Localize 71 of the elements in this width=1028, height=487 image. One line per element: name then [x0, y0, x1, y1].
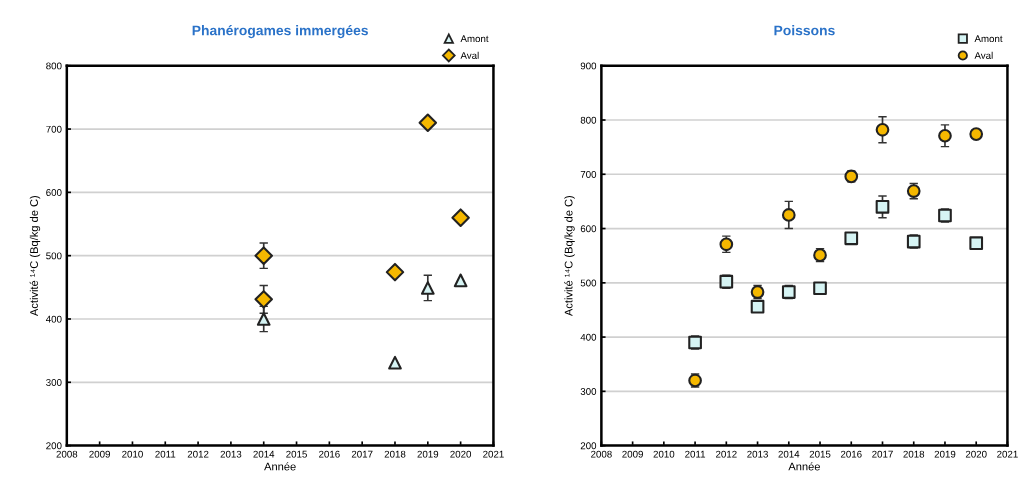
y-axis-title: Activité ¹⁴C (Bq/kg de C): [564, 195, 575, 317]
chart-title: Poissons: [774, 25, 835, 36]
x-tick-label: 2008: [591, 450, 612, 458]
x-tick-label: 2014: [778, 450, 800, 458]
point: [451, 208, 470, 227]
point: [813, 281, 827, 296]
x-tick-label: 2012: [187, 450, 209, 458]
x-tick-label: 2017: [351, 450, 373, 458]
x-axis-title: Année: [264, 462, 296, 471]
x-tick-label: 2009: [622, 450, 643, 458]
y-tick-label: 600: [580, 225, 597, 233]
x-tick-label: 2012: [716, 450, 737, 458]
x-tick-label: 2019: [934, 450, 956, 458]
x-tick-label: 2021: [483, 450, 504, 458]
x-tick-label: 2018: [903, 450, 925, 458]
x-tick-label: 2019: [417, 450, 439, 458]
point: [385, 262, 405, 282]
y-tick-label: 500: [46, 252, 62, 260]
y-tick-label: 800: [46, 62, 62, 70]
y-tick-label: 200: [580, 442, 597, 450]
point: [969, 127, 984, 141]
legend-label: Aval: [974, 51, 993, 59]
point: [750, 299, 765, 314]
y-tick-label: 700: [580, 171, 597, 178]
legend-label: Aval: [460, 51, 479, 59]
x-tick-label: 2011: [155, 450, 176, 458]
point: [420, 281, 435, 295]
point: [418, 113, 438, 132]
y-tick-label: 500: [580, 279, 597, 287]
x-tick-label: 2010: [122, 450, 143, 458]
y-tick-label: 700: [46, 125, 62, 133]
y-tick-label: 400: [580, 333, 597, 341]
x-tick-label: 2009: [89, 450, 110, 458]
x-tick-label: 2015: [809, 450, 831, 458]
x-axis-title: Année: [788, 462, 820, 471]
x-tick-label: 2008: [56, 450, 78, 458]
x-tick-label: 2018: [384, 450, 406, 458]
y-tick-label: 600: [46, 189, 62, 196]
y-tick-label: 400: [45, 315, 62, 323]
point: [453, 273, 468, 288]
legend-label: Amont: [974, 35, 1003, 43]
y-tick-label: 900: [580, 62, 597, 70]
x-tick-label: 2016: [840, 450, 862, 458]
y-tick-label: 800: [580, 116, 597, 124]
y-tick-label: 300: [580, 388, 597, 395]
x-tick-label: 2014: [253, 450, 275, 458]
point: [254, 290, 273, 309]
x-tick-label: 2017: [872, 450, 893, 458]
y-axis-title: Activité ¹⁴C (Bq/kg de C): [29, 195, 41, 317]
x-tick-label: 2016: [319, 450, 340, 458]
point: [781, 208, 796, 222]
y-tick-label: 200: [46, 442, 62, 450]
point: [844, 231, 859, 246]
x-tick-label: 2020: [450, 450, 472, 458]
x-tick-label: 2020: [965, 450, 987, 458]
chart-title: Phanérogames immergées: [192, 25, 368, 39]
point: [254, 246, 273, 265]
y-tick-label: 300: [46, 379, 62, 386]
x-tick-label: 2011: [685, 450, 706, 458]
point: [875, 199, 890, 214]
x-tick-label: 2010: [653, 450, 675, 458]
point: [388, 355, 402, 370]
point: [969, 236, 984, 251]
x-tick-label: 2013: [220, 450, 242, 458]
point: [256, 312, 271, 326]
point: [875, 122, 890, 137]
x-tick-label: 2013: [747, 450, 768, 458]
x-tick-label: 2021: [997, 450, 1018, 458]
x-tick-label: 2015: [286, 450, 307, 458]
legend-label: Amont: [460, 35, 489, 43]
point: [938, 128, 952, 143]
